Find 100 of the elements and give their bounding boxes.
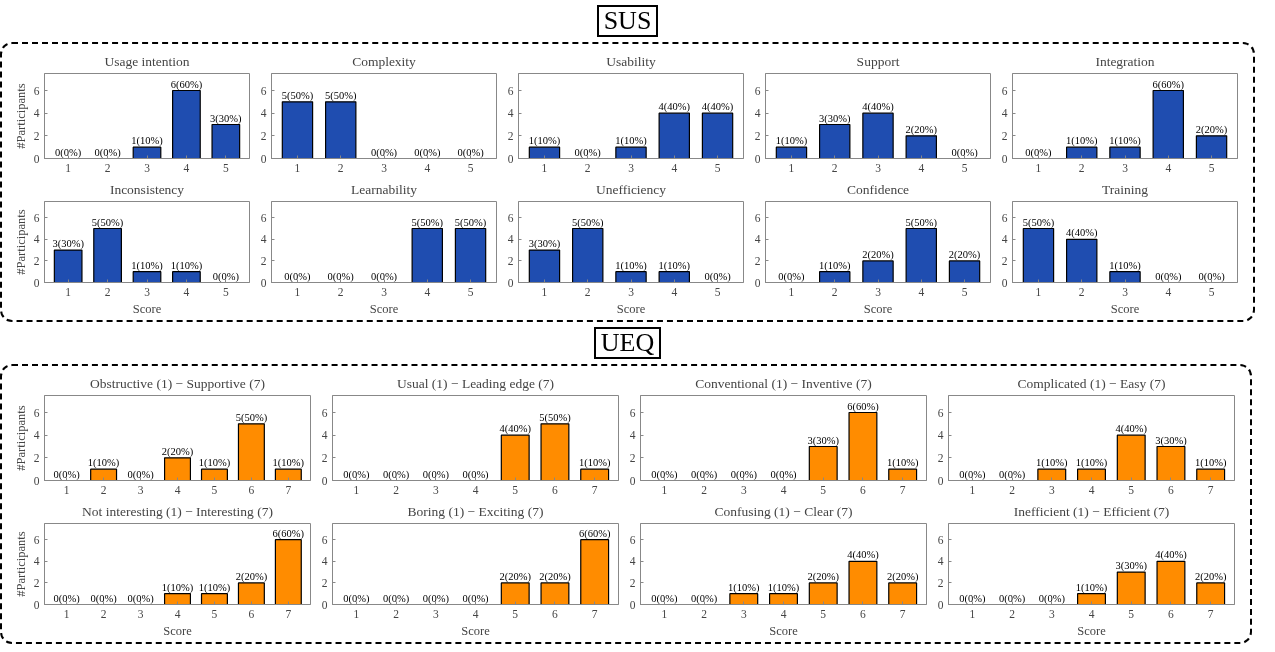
x-tick-label: 5 [1208,285,1215,298]
x-tick-label: 3 [144,285,151,298]
bar [905,135,938,159]
bar [132,271,162,283]
x-tick-label: 7 [591,607,598,620]
bar [818,271,851,283]
x-tick-label: 2 [701,607,708,620]
x-tick-label: 3 [1122,285,1129,298]
x-tick-label: 5 [820,483,827,496]
x-tick-label: 2 [104,285,111,298]
chart-title: Integration [1095,53,1155,69]
y-tick-label: 6 [321,406,328,419]
x-tick-label: 4 [780,607,787,620]
data-label: 0(0%) [1038,592,1066,605]
y-tick-label: 2 [937,576,944,589]
x-tick-label: 1 [1035,161,1042,174]
x-tick-label: 1 [65,161,72,174]
data-label: 2(20%) [905,123,938,136]
x-tick-label: 1 [1035,285,1042,298]
x-tick-label: 7 [899,607,906,620]
bar [93,227,122,283]
y-tick-label: 6 [507,84,514,97]
data-label: 0(0%) [959,468,986,481]
x-tick-label: 2 [100,483,107,496]
data-label: 0(0%) [414,146,441,159]
bar [571,227,604,283]
x-tick-label: 2 [1078,161,1085,174]
bar [769,593,798,605]
x-tick-label: 4 [424,161,431,174]
y-tick-label: 4 [937,555,944,568]
data-label: 2(20%) [807,570,840,583]
y-tick-label: 6 [1001,211,1008,224]
data-label: 5(50%) [324,89,357,102]
x-tick-label: 6 [248,483,255,496]
bar [1116,571,1146,605]
chart-title: Boring (1) − Exciting (7) [407,503,544,519]
bar [163,457,192,481]
y-tick-label: 6 [754,84,761,97]
x-axis-title: Score [1077,623,1107,638]
x-tick-label: 2 [701,483,708,496]
x-tick-label: 1 [969,607,976,620]
data-label: 1(10%) [528,135,561,148]
data-label: 0(0%) [690,592,718,605]
data-label: 5(50%) [1022,216,1055,229]
data-label: 1(10%) [1109,135,1142,148]
data-label: 0(0%) [704,270,732,283]
y-tick-label: 4 [321,555,328,568]
x-tick-label: 1 [63,483,70,496]
data-label: 5(50%) [571,216,604,229]
data-label: 6(60%) [272,527,305,540]
x-tick-label: 6 [860,483,867,496]
x-tick-label: 1 [788,285,795,298]
x-tick-label: 4 [671,285,678,298]
bar [1152,89,1185,159]
chart-title: Obstructive (1) − Supportive (7) [90,375,265,391]
x-tick-label: 5 [467,285,474,298]
data-label: 0(0%) [90,592,118,605]
data-label: 4(40%) [1115,423,1148,436]
x-tick-label: 1 [63,607,70,620]
data-label: 1(10%) [1109,259,1142,272]
text: SUS [603,6,652,35]
y-tick-label: 2 [937,451,944,464]
x-axis-title: Score [132,301,162,316]
bar [729,593,759,605]
data-label: 0(0%) [382,592,410,605]
x-tick-label: 7 [285,483,292,496]
x-tick-label: 7 [591,483,598,496]
y-tick-label: 4 [507,107,514,120]
x-tick-label: 2 [584,285,591,298]
y-tick-label: 4 [1001,233,1008,246]
x-tick-label: 3 [628,161,635,174]
x-tick-label: 6 [552,607,559,620]
data-label: 1(10%) [767,581,800,594]
x-tick-label: 4 [918,161,925,174]
y-tick-label: 0 [260,152,267,165]
x-tick-label: 2 [584,161,591,174]
x-axis-title: Score [769,623,799,638]
data-label: 1(10%) [198,457,231,470]
x-tick-label: 3 [137,607,144,620]
x-axis-title: Score [369,301,399,316]
x-tick-label: 3 [432,483,439,496]
y-tick-label: 0 [260,276,267,289]
bar [53,249,83,283]
y-axis-title: #Participants [13,83,28,149]
data-label: 1(10%) [170,259,203,272]
y-tick-label: 4 [507,233,514,246]
data-label: 1(10%) [161,581,194,594]
x-tick-label: 1 [294,285,301,298]
bar [1116,434,1146,481]
y-tick-label: 4 [33,107,40,120]
y-tick-label: 2 [33,451,40,464]
bar [888,468,918,481]
x-tick-label: 2 [831,285,838,298]
bar [1077,593,1106,605]
y-tick-label: 4 [629,429,636,442]
x-tick-label: 7 [1207,483,1214,496]
x-tick-label: 4 [671,161,678,174]
data-label: 3(30%) [807,434,840,447]
x-tick-label: 1 [541,285,548,298]
x-tick-label: 2 [337,161,344,174]
